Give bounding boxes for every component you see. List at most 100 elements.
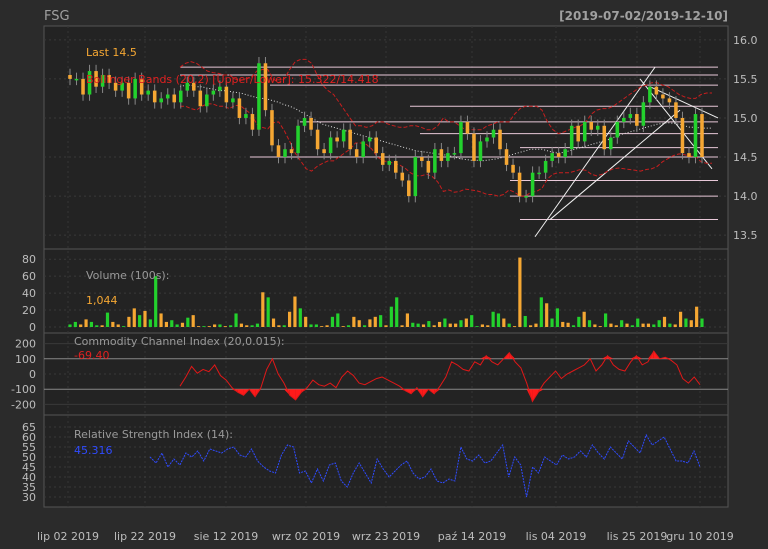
volume-tick-label: 80 [22, 253, 36, 266]
x-tick-label: lis 25 2019 [607, 530, 668, 543]
volume-bar [523, 315, 527, 327]
candle-body [302, 117, 307, 126]
candle-body [113, 82, 118, 91]
rsi-tick-label: 65 [22, 421, 36, 434]
candle-body [361, 141, 365, 158]
volume-bar [207, 326, 211, 327]
x-tick-label: lis 04 2019 [526, 530, 587, 543]
volume-tick-label: 40 [22, 287, 36, 300]
volume-bar [416, 323, 420, 327]
volume-bar [432, 325, 436, 327]
candle-body [661, 94, 665, 99]
price-tick-label: 15.5 [733, 73, 758, 86]
volume-bar [341, 326, 345, 327]
candle-body [374, 137, 379, 154]
candle-body [387, 160, 392, 165]
volume-bar [196, 326, 201, 327]
x-tick-label: gru 10 2019 [666, 530, 733, 543]
volume-bar [105, 312, 110, 327]
candle-body [393, 160, 398, 173]
candle-body [335, 137, 339, 142]
volume-bar [502, 318, 506, 327]
volume-bar [630, 325, 634, 327]
x-tick-label: wrz 23 2019 [352, 530, 420, 543]
candle-body [465, 121, 470, 134]
volume-bar [609, 323, 613, 327]
rsi-tick-label: 45 [22, 461, 36, 474]
rsi-tick-label: 35 [22, 481, 36, 494]
candle-body [556, 153, 561, 158]
candle-body [648, 86, 652, 103]
cci-tick-label: -200 [11, 398, 36, 411]
candle-body [693, 114, 698, 158]
volume-bar [314, 324, 318, 327]
volume-bar [121, 326, 126, 327]
rsi-last-label: 45.316 [74, 444, 113, 457]
price-last-label: Last 14.5 [86, 46, 137, 59]
volume-bar [239, 323, 243, 327]
volume-bar [298, 308, 302, 327]
volume-bar [255, 323, 260, 327]
candle-body [120, 82, 124, 91]
candle-body [198, 90, 203, 107]
volume-bar [202, 326, 206, 327]
candle-body [667, 98, 672, 103]
volume-bar [593, 324, 597, 327]
candle-body [433, 149, 437, 173]
volume-bar [191, 315, 195, 327]
cci-tick-label: 100 [15, 353, 36, 366]
candle-body [250, 114, 255, 130]
volume-bar [293, 296, 297, 327]
volume-bar [138, 315, 142, 327]
candle-body [700, 114, 704, 158]
volume-bar [625, 323, 629, 327]
volume-bar [277, 325, 281, 327]
volume-bar [657, 320, 661, 327]
volume-bar [132, 308, 136, 327]
volume-bar [143, 310, 147, 327]
candle-body [439, 149, 444, 161]
volume-tick-label: 0 [29, 321, 36, 334]
volume-bar [100, 325, 104, 327]
volume-bar [550, 318, 554, 327]
candle-body [472, 133, 476, 161]
volume-bar [507, 323, 511, 327]
volume-bar [491, 311, 495, 327]
volume-bar [673, 324, 677, 327]
price-tick-label: 14.0 [733, 190, 758, 203]
volume-bar [223, 326, 227, 327]
bollinger-label: Bollinger Bands (20,2) [Upper/Lower]: 15… [86, 73, 379, 86]
volume-bar [464, 318, 468, 327]
volume-last-label: 1,044 [86, 294, 118, 307]
volume-label: Volume (100s): [86, 269, 169, 282]
candle-body [341, 129, 346, 142]
candle-body [322, 149, 326, 154]
volume-bar [700, 318, 704, 327]
cci-tick-label: 0 [29, 368, 36, 381]
volume-bar [459, 320, 463, 327]
volume-bar [411, 322, 415, 327]
volume-bar [127, 316, 131, 327]
rsi-tick-label: 30 [22, 491, 36, 504]
volume-bar [443, 318, 447, 327]
volume-bar [539, 297, 543, 327]
candle-body [283, 149, 287, 158]
rsi-tick-label: 50 [22, 451, 36, 464]
candle-body [224, 86, 229, 103]
candle-body [589, 121, 594, 130]
volume-bar [357, 320, 361, 327]
bollinger-lower [180, 103, 712, 197]
candle-body [328, 137, 333, 154]
candle-body [257, 63, 261, 130]
candle-body [654, 86, 659, 95]
volume-bar [512, 326, 517, 327]
cci-overbought-fill [648, 351, 654, 359]
candle-body [211, 90, 216, 95]
rsi-tick-label: 55 [22, 441, 36, 454]
candle-body [602, 125, 607, 150]
volume-bar [73, 321, 77, 327]
candle-body [81, 78, 85, 95]
x-tick-label: wrz 02 2019 [272, 530, 340, 543]
cci-last-label: -69.40 [74, 349, 109, 362]
